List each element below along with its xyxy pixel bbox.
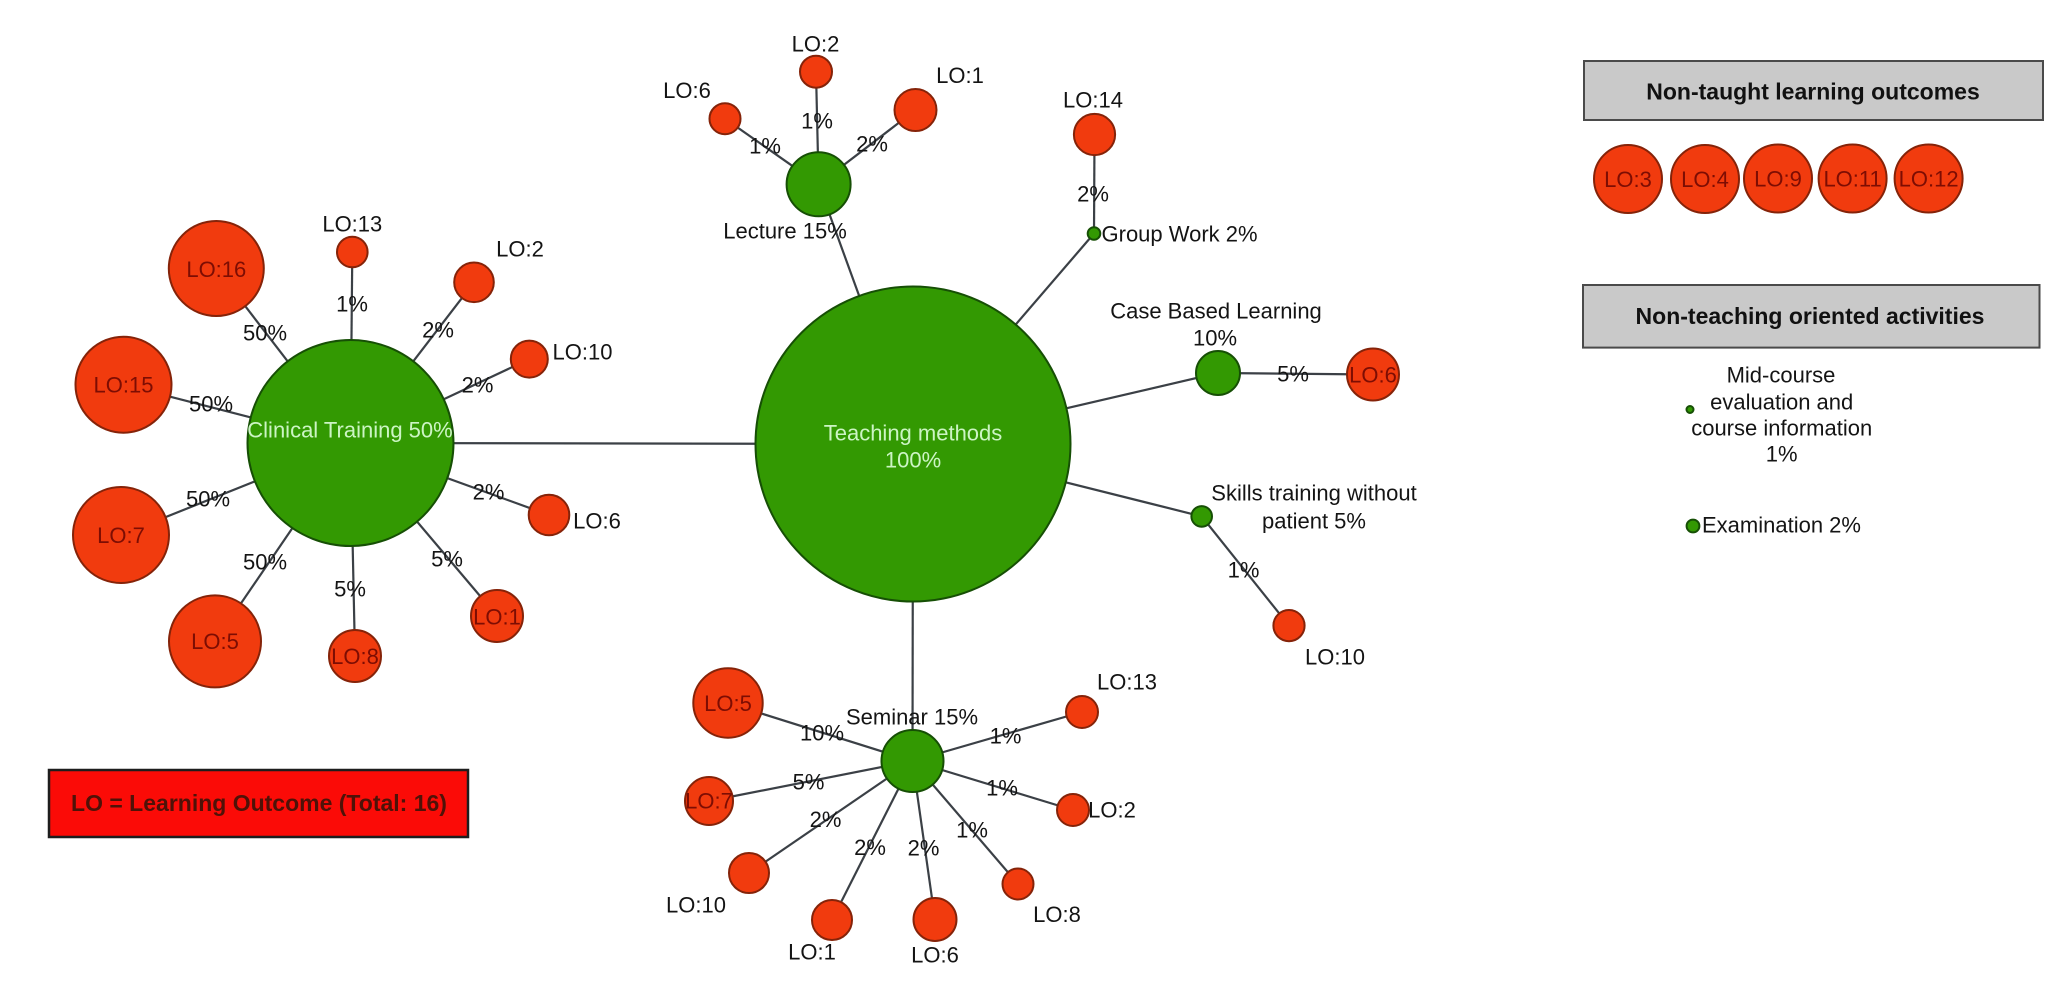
svg-text:LO:6: LO:6 [573,509,621,534]
svg-text:Teaching methods: Teaching methods [824,421,1003,446]
svg-text:LO:1: LO:1 [788,940,836,965]
svg-text:LO:7: LO:7 [685,789,733,814]
svg-text:evaluation and: evaluation and [1710,390,1853,415]
svg-text:Non-taught learning outcomes: Non-taught learning outcomes [1646,78,1980,104]
svg-text:50%: 50% [186,487,230,512]
svg-text:LO:2: LO:2 [496,237,544,262]
svg-text:2%: 2% [854,835,886,860]
svg-text:2%: 2% [810,807,842,832]
svg-text:course information: course information [1691,416,1872,441]
svg-text:5%: 5% [334,577,366,602]
svg-text:LO:11: LO:11 [1823,167,1881,192]
svg-text:LO:9: LO:9 [1754,167,1802,192]
svg-text:LO:14: LO:14 [1063,88,1123,113]
svg-text:1%: 1% [956,818,988,843]
svg-text:LO:3: LO:3 [1604,167,1652,192]
svg-text:Seminar 15%: Seminar 15% [846,705,978,730]
svg-text:Group Work 2%: Group Work 2% [1102,222,1258,247]
svg-text:Case Based Learning: Case Based Learning [1110,299,1322,324]
svg-text:Mid-course: Mid-course [1727,363,1836,388]
svg-text:2%: 2% [462,373,494,398]
svg-text:Lecture 15%: Lecture 15% [723,219,847,244]
svg-text:10%: 10% [800,721,844,746]
svg-text:LO:8: LO:8 [331,644,379,669]
svg-text:LO:6: LO:6 [663,78,711,103]
svg-text:1%: 1% [990,724,1022,749]
svg-text:LO:10: LO:10 [666,893,726,918]
svg-text:LO:5: LO:5 [191,629,239,654]
svg-text:Skills training without: Skills training without [1211,481,1416,506]
svg-text:Examination 2%: Examination 2% [1702,513,1861,538]
svg-text:LO:4: LO:4 [1681,167,1729,192]
svg-text:1%: 1% [801,109,833,134]
svg-text:5%: 5% [1277,362,1309,387]
svg-text:5%: 5% [793,770,825,795]
svg-text:LO:2: LO:2 [792,31,840,56]
svg-text:LO:12: LO:12 [1899,167,1959,192]
svg-text:Clinical Training 50%: Clinical Training 50% [247,418,452,443]
svg-text:LO:5: LO:5 [704,691,752,716]
svg-text:5%: 5% [431,547,463,572]
svg-text:1%: 1% [336,292,368,317]
svg-text:LO:13: LO:13 [1097,670,1157,695]
svg-text:LO:10: LO:10 [1305,645,1365,670]
svg-text:LO:7: LO:7 [97,523,145,548]
svg-text:10%: 10% [1193,326,1237,351]
svg-text:2%: 2% [422,318,454,343]
svg-text:LO:16: LO:16 [186,257,246,282]
svg-text:2%: 2% [856,132,888,157]
svg-text:LO:1: LO:1 [936,63,984,88]
svg-text:patient 5%: patient 5% [1262,509,1366,534]
svg-text:LO:1: LO:1 [473,605,521,630]
svg-text:50%: 50% [243,321,287,346]
svg-text:LO = Learning Outcome (Total:: LO = Learning Outcome (Total: 16) [71,790,447,816]
svg-text:Non-teaching oriented activiti: Non-teaching oriented activities [1636,303,1985,329]
svg-text:1%: 1% [1228,558,1260,583]
svg-text:LO:15: LO:15 [94,373,154,398]
svg-text:1%: 1% [749,134,781,159]
svg-text:50%: 50% [189,392,233,417]
svg-text:LO:6: LO:6 [911,943,959,968]
svg-text:1%: 1% [1766,442,1798,467]
svg-text:1%: 1% [986,776,1018,801]
svg-text:LO:8: LO:8 [1033,902,1081,927]
svg-text:50%: 50% [243,550,287,575]
svg-text:2%: 2% [1077,182,1109,207]
svg-text:LO:13: LO:13 [322,212,382,237]
svg-text:2%: 2% [473,480,505,505]
svg-text:LO:2: LO:2 [1088,798,1136,823]
svg-text:100%: 100% [885,448,941,473]
svg-text:LO:10: LO:10 [553,340,613,365]
svg-text:2%: 2% [908,836,940,861]
svg-text:LO:6: LO:6 [1349,363,1397,388]
